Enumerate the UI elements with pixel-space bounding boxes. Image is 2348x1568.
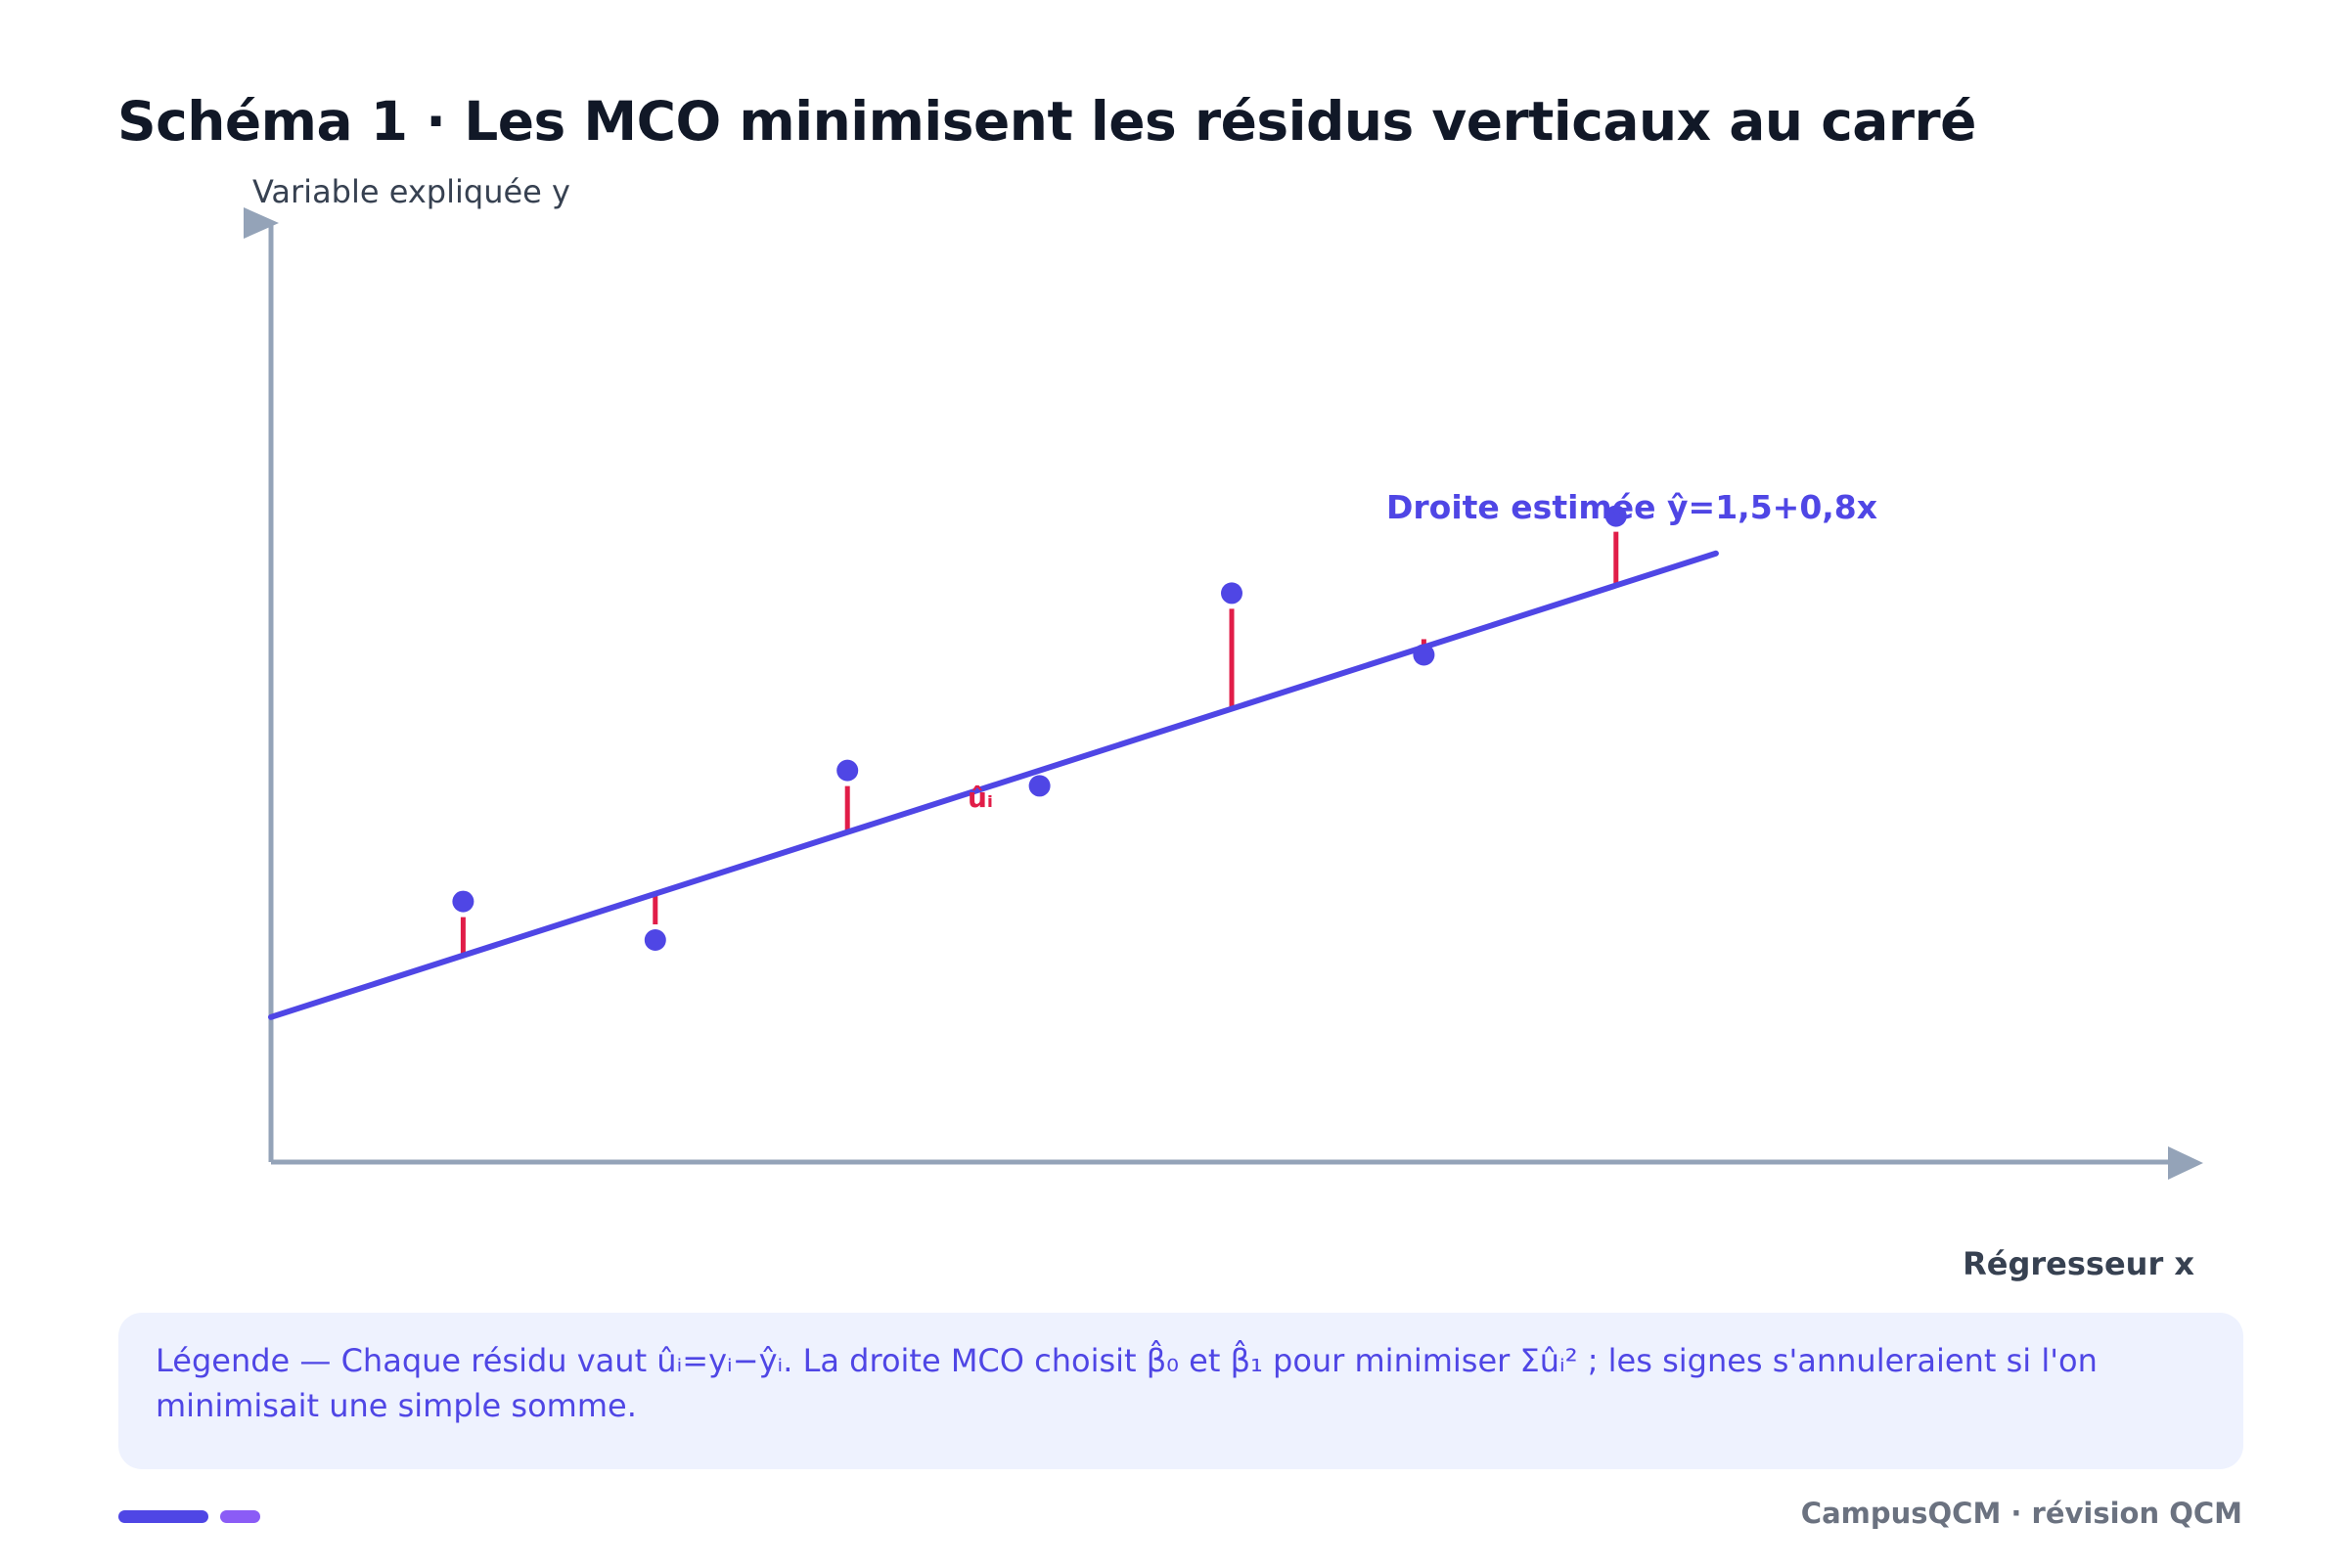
data-point	[1221, 582, 1242, 605]
data-point	[1413, 644, 1435, 666]
data-point	[836, 759, 859, 782]
data-point	[1028, 775, 1051, 797]
regression-diagram: Variable expliquée y Régresseur x Droite…	[244, 173, 2203, 1282]
accent-bar-secondary	[220, 1510, 260, 1523]
x-axis-label: Régresseur x	[1963, 1245, 2194, 1282]
y-axis-label: Variable expliquée y	[252, 173, 570, 210]
fit-line-label: Droite estimée ŷ=1,5+0,8x	[1386, 488, 1877, 526]
legend-box: Légende — Chaque résidu vaut ûᵢ=yᵢ−ŷᵢ. L…	[118, 1313, 2243, 1469]
residual-label: ûᵢ	[968, 782, 993, 814]
legend-text: Légende — Chaque résidu vaut ûᵢ=yᵢ−ŷᵢ. L…	[156, 1342, 2098, 1424]
data-points	[452, 505, 1627, 951]
page-title: Schéma 1 · Les MCO minimisent les résidu…	[117, 90, 1976, 153]
residual-segments	[460, 531, 1619, 956]
data-point	[452, 890, 474, 913]
accent-bar-primary	[118, 1510, 208, 1523]
fit-line	[268, 550, 1719, 1020]
data-point	[644, 929, 666, 951]
footer-brand: CampusQCM · révision QCM	[1800, 1497, 2242, 1530]
x-axis-arrow	[2168, 1146, 2203, 1180]
y-axis-arrow	[244, 207, 279, 239]
data-point	[1604, 505, 1627, 527]
